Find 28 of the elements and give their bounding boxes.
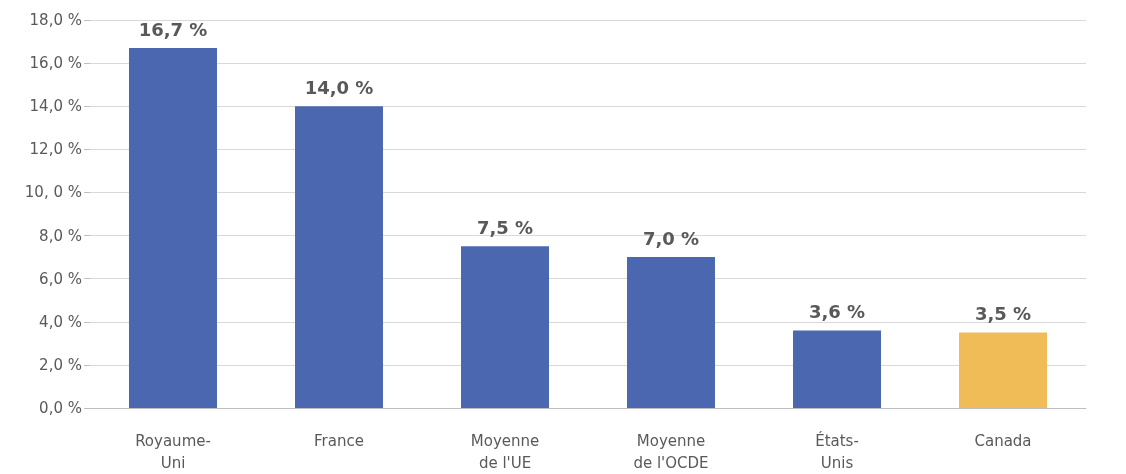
y-tick-label: 8,0 % (39, 226, 82, 245)
y-tick-label: 6,0 % (39, 269, 82, 288)
x-tick-label: Moyenne de l'UE (470, 432, 540, 472)
y-tick-label: 0,0 % (39, 399, 82, 417)
y-tick-label: 4,0 % (39, 312, 82, 331)
y-tick-label: 16,0 % (29, 54, 82, 73)
y-tick-label: 2,0 % (39, 355, 82, 374)
x-tick-label: Moyenne de l'OCDE (633, 432, 709, 472)
data-label: 14,0 % (304, 76, 374, 98)
x-tick-label: France (314, 432, 364, 450)
y-tick-label: 18,0 % (29, 11, 82, 29)
data-label: 3,5 % (974, 303, 1032, 325)
data-label: 16,7 % (138, 18, 208, 40)
x-tick-label: Canada (974, 432, 1032, 450)
y-tick-label: 14,0 % (29, 97, 82, 116)
bar (129, 48, 217, 408)
data-label: 7,5 % (476, 216, 534, 238)
y-tick-label: 12,0 % (29, 140, 82, 159)
x-tick-label: États-Unis (815, 431, 859, 472)
bar (959, 332, 1047, 408)
bar (295, 106, 383, 408)
x-tick-label: Royaume-Uni (135, 432, 211, 472)
bar (793, 330, 881, 408)
data-label: 7,0 % (642, 227, 700, 249)
bar (627, 257, 715, 408)
y-tick-label: 10, 0 % (24, 183, 82, 202)
data-label: 3,6 % (808, 300, 866, 322)
bar (461, 246, 549, 408)
